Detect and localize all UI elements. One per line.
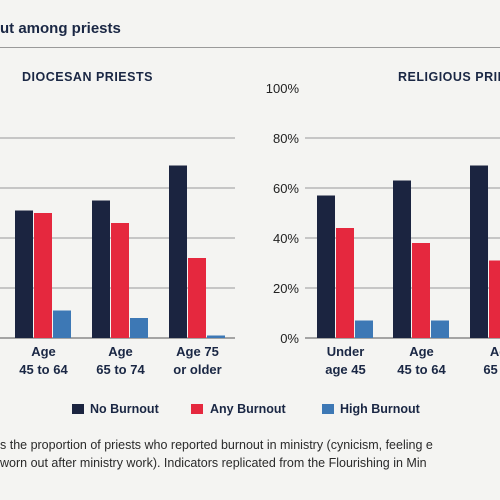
legend-label-any-burnout: Any Burnout [210, 402, 286, 416]
y-tick-label: 20% [273, 281, 299, 296]
bar-no-burnout-1-0 [317, 195, 335, 338]
category-label: Age [108, 344, 133, 359]
y-tick-label: 100% [266, 81, 300, 96]
legend-label-high-burnout: High Burnout [340, 402, 420, 416]
category-label: Age 75 [176, 344, 219, 359]
y-tick-label: 80% [273, 131, 299, 146]
bar-no-burnout-1-2 [470, 165, 488, 338]
y-tick-label: 40% [273, 231, 299, 246]
category-label: Age [31, 344, 56, 359]
footnote-line-1: s the proportion of priests who reported… [0, 438, 433, 452]
legend-label-no-burnout: No Burnout [90, 402, 159, 416]
bar-no-burnout-0-1 [15, 210, 33, 338]
bar-any-burnout-0-1 [34, 213, 52, 338]
bar-any-burnout-1-0 [336, 228, 354, 338]
category-label: 45 to 64 [19, 362, 68, 377]
legend-swatch-any-burnout [191, 404, 203, 414]
bar-no-burnout-0-3 [169, 165, 187, 338]
category-label: Under [327, 344, 365, 359]
bar-any-burnout-0-2 [111, 223, 129, 338]
category-label: Age [409, 344, 434, 359]
title-divider [0, 47, 500, 48]
category-label: or older [173, 362, 221, 377]
bar-high-burnout-0-3 [207, 335, 225, 338]
panel-title-diocesan: DIOCESAN PRIESTS [22, 70, 153, 84]
category-label: age 45 [325, 362, 365, 377]
bar-any-burnout-0-3 [188, 258, 206, 338]
bar-high-burnout-1-1 [431, 320, 449, 338]
bar-high-burnout-0-1 [53, 310, 71, 338]
bar-high-burnout-0-2 [130, 318, 148, 338]
category-label: 45 to 64 [397, 362, 446, 377]
legend-swatch-no-burnout [72, 404, 84, 414]
footnote-line-2: worn out after ministry work). Indicator… [0, 456, 427, 470]
y-tick-label: 0% [280, 331, 299, 346]
category-label: 65 to [483, 362, 500, 377]
bar-high-burnout-1-0 [355, 320, 373, 338]
bar-any-burnout-1-2 [489, 260, 500, 338]
y-tick-label: 60% [273, 181, 299, 196]
bar-no-burnout-0-2 [92, 200, 110, 338]
category-label: 65 to 74 [96, 362, 145, 377]
legend-swatch-high-burnout [322, 404, 334, 414]
bar-no-burnout-1-1 [393, 180, 411, 338]
panel-title-religious: RELIGIOUS PRIE [398, 70, 500, 84]
bar-any-burnout-1-1 [412, 243, 430, 338]
chart-title: ut among priests [0, 20, 121, 37]
category-label: Ag [490, 344, 500, 359]
